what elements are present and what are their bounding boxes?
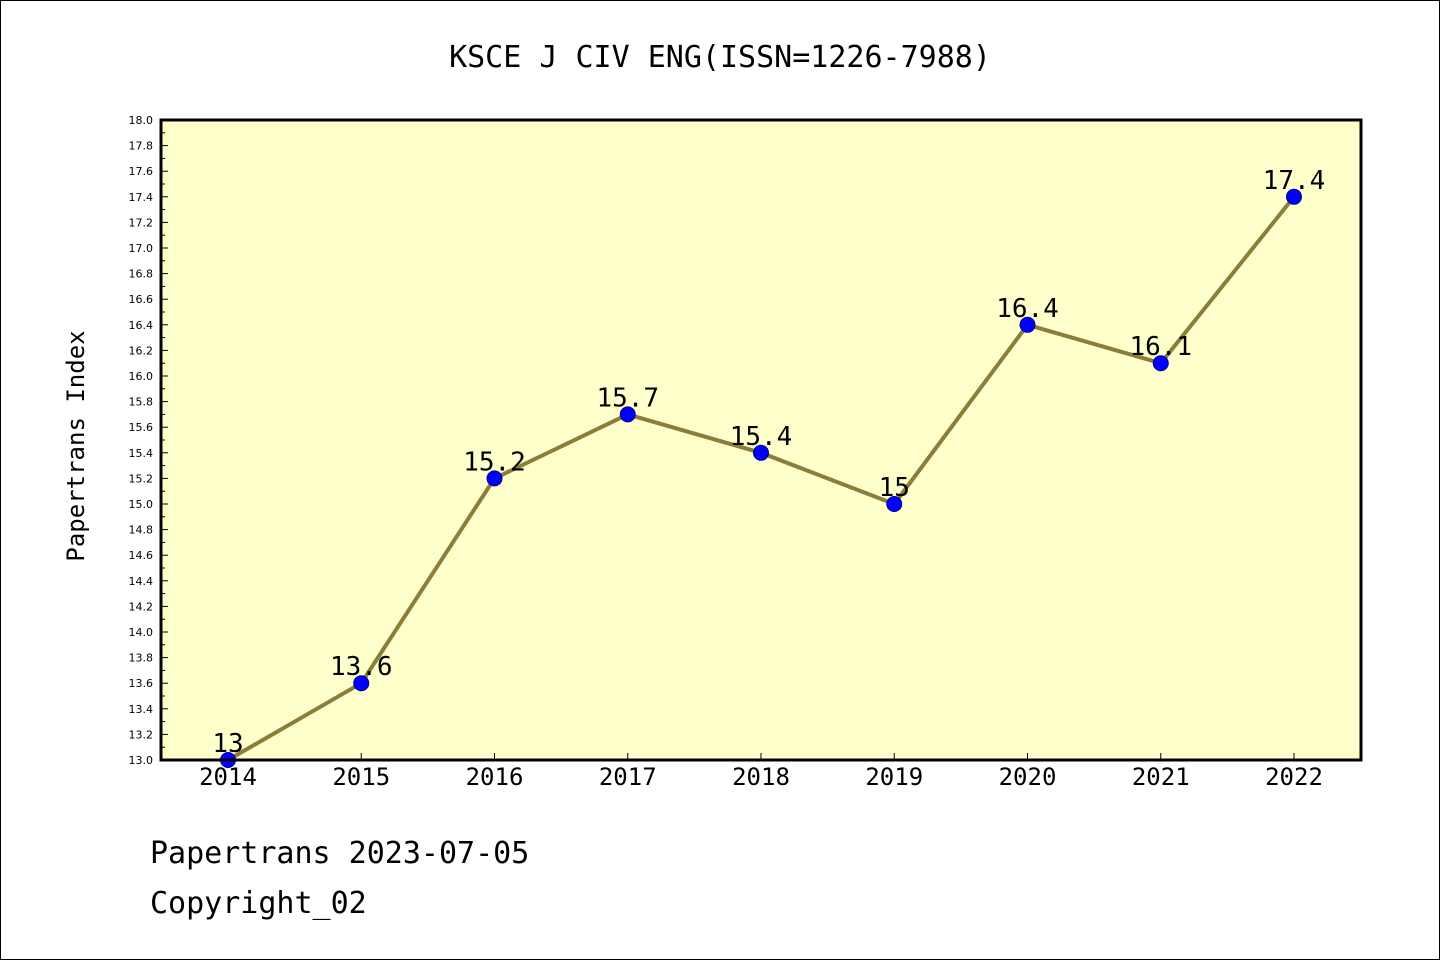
x-tick-label: 2019: [865, 763, 923, 791]
data-point: [1152, 355, 1169, 372]
y-tick-label: 16.8: [129, 268, 154, 281]
y-tick-label: 17.4: [129, 191, 154, 204]
data-point: [1286, 188, 1302, 205]
data-point: [353, 675, 370, 692]
x-tick-label: 2018: [732, 763, 790, 791]
chart-marks: 13.0 13.2 13.4 13.6 13.8 14.0 14.2 14.4 14.6 14.8…: [129, 114, 1326, 791]
y-tick-label: 15.8: [129, 396, 154, 409]
plot-border: [159, 118, 1363, 762]
data-label: 15: [879, 473, 910, 503]
y-tick-label: 16.0: [129, 370, 154, 383]
y-tick-label: 17.6: [129, 165, 154, 178]
data-label: 17.4: [1263, 166, 1326, 196]
y-tick-label: 17.2: [129, 216, 154, 229]
y-tick-label: 15.6: [129, 421, 154, 434]
data-label: 13.6: [330, 652, 393, 682]
x-tick-label: 2022: [1265, 763, 1323, 791]
data-label: 16.1: [1129, 332, 1192, 362]
data-label: 16.4: [996, 294, 1059, 324]
y-tick-label: 13.8: [129, 652, 154, 665]
data-point: [486, 470, 503, 487]
chart-title: KSCE J CIV ENG(ISSN=1226-7988): [449, 40, 991, 75]
y-tick-label: 14.0: [129, 626, 154, 639]
data-label: 15.7: [596, 383, 659, 413]
y-tick-label: 13.4: [129, 703, 154, 716]
y-tick-label: 16.4: [129, 319, 154, 332]
y-tick-label: 15.0: [129, 498, 154, 511]
y-tick-label: 14.2: [129, 600, 154, 613]
data-label: 15.4: [730, 422, 793, 452]
y-tick-label: 13.6: [129, 677, 154, 690]
y-axis-label: Papertrans Index: [62, 330, 90, 561]
data-label: 15.2: [463, 447, 526, 477]
data-point: [886, 496, 903, 512]
y-tick-label: 16.2: [129, 344, 154, 357]
data-label: 13: [212, 729, 243, 759]
data-point: [1019, 316, 1036, 333]
y-tick-label: 14.6: [129, 549, 154, 562]
y-tick-label: 15.4: [129, 447, 154, 460]
data-point: [619, 406, 636, 423]
footer-source-date: Papertrans 2023-07-05: [150, 836, 530, 871]
x-tick-label: 2015: [332, 763, 390, 791]
y-tick-label: 18.0: [129, 114, 154, 127]
y-tick-label: 13.0: [129, 754, 154, 767]
y-tick-label: 17.0: [129, 242, 154, 255]
y-tick-label: 14.4: [129, 575, 154, 588]
x-tick-label: 2021: [1132, 763, 1190, 791]
data-point: [753, 444, 769, 461]
x-tick-label: 2016: [466, 763, 524, 791]
y-tick-label: 15.2: [129, 472, 154, 485]
plot-area: [161, 120, 1361, 760]
footer-copyright: Copyright_02: [150, 886, 367, 921]
y-tick-label: 13.2: [129, 728, 154, 741]
y-tick-label: 14.8: [129, 524, 154, 537]
y-tick-label: 16.6: [129, 293, 154, 306]
x-tick-label: 2017: [599, 763, 657, 791]
x-tick-label: 2020: [999, 763, 1057, 791]
y-tick-label: 17.8: [129, 140, 154, 153]
